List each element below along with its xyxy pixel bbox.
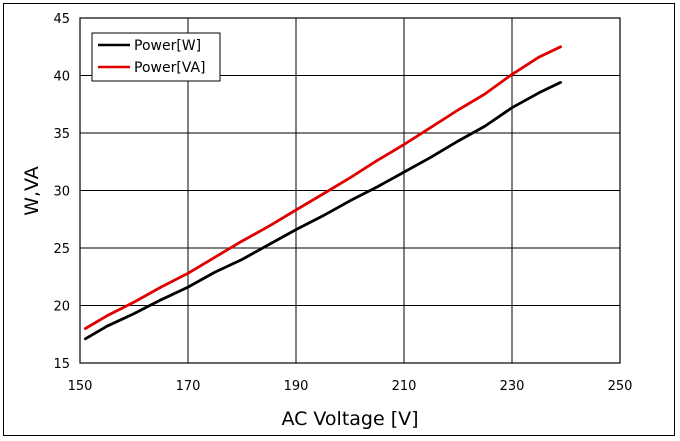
x-tick-label: 170 [176,379,201,394]
series-line-power-w [84,81,562,341]
y-tick-label: 25 [53,242,70,257]
y-axis-title: W,VA [21,166,43,216]
y-tick-label: 30 [53,185,70,200]
y-tick-label: 20 [53,300,70,315]
x-axis-title: AC Voltage [V] [281,408,418,430]
legend-box [91,32,221,82]
x-tick-label: 250 [608,379,633,394]
y-tick-label: 15 [53,357,70,372]
series-line-power-va [84,45,562,330]
x-tick-label: 150 [68,379,93,394]
y-tick-label: 40 [53,70,70,85]
y-tick-label: 35 [53,127,70,142]
line-chart: 150 170 190 210 230 250 15 20 25 30 35 40 45 AC Volt… [21,12,632,430]
tick-labels: 150 170 190 210 230 250 15 20 25 30 35 40 45 [53,12,632,394]
x-tick-label: 210 [392,379,417,394]
grid-lines [80,18,620,363]
x-tick-label: 230 [500,379,525,394]
legend-label-power-va: Power[VA] [134,60,206,76]
x-tick-label: 190 [284,379,309,394]
legend: Power[W] Power[VA] [91,32,221,82]
legend-label-power-w: Power[W] [134,38,201,54]
chart-frame: 150 170 190 210 230 250 15 20 25 30 35 40 45 AC Volt… [3,3,675,436]
series-lines [84,45,562,341]
y-tick-label: 45 [53,12,70,27]
plot-area-border [79,17,621,364]
